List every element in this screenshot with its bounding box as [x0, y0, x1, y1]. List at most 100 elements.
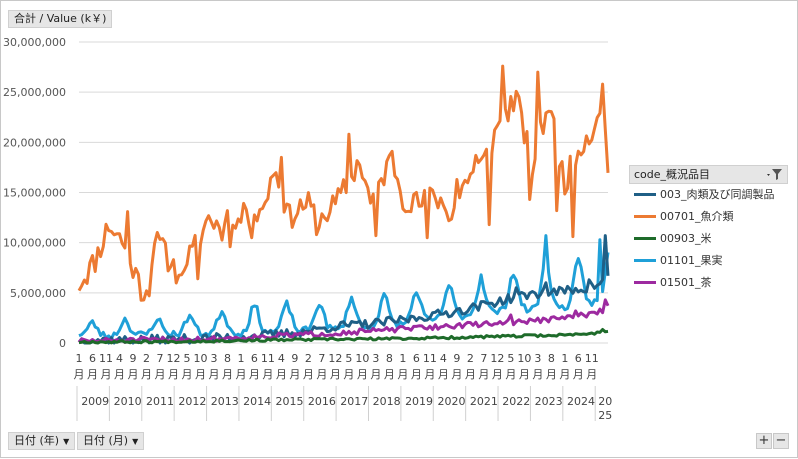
x-tick-month-unit: 月	[168, 368, 179, 381]
x-tick-month-unit: 月	[573, 368, 584, 381]
x-tick-month-unit: 月	[478, 368, 489, 381]
x-tick-month-unit: 月	[303, 368, 314, 381]
x-tick-month: 5	[183, 352, 190, 365]
x-tick-month-unit: 月	[100, 368, 111, 381]
x-tick-month: 9	[453, 352, 460, 365]
x-tick-month-unit: 月	[114, 368, 125, 381]
series-line	[77, 234, 610, 345]
x-tick-month-unit: 月	[586, 368, 597, 381]
x-year-label: 2018	[373, 395, 401, 408]
x-tick-month-unit: 月	[289, 368, 300, 381]
zoom-in-button[interactable]: +	[756, 433, 772, 449]
legend-label: 00903_米	[660, 232, 712, 245]
value-field-button[interactable]: 合計 / Value (k￥)	[8, 10, 113, 28]
x-tick-month: 4	[440, 352, 447, 365]
x-year-label: 2020	[437, 395, 465, 408]
x-tick-month: 6	[251, 352, 258, 365]
legend-item: 00701_魚介類	[634, 209, 734, 225]
x-tick-month-unit: 月	[127, 368, 138, 381]
legend-item: 003_肉類及び同調製品	[634, 187, 775, 203]
series-line	[78, 234, 610, 341]
y-tick-label: 30,000,000	[3, 36, 66, 49]
x-year-label: 2009	[81, 395, 109, 408]
month-field-label: 日付 (月)	[83, 434, 129, 447]
x-tick-month-unit: 月	[492, 368, 503, 381]
x-tick-month: 5	[345, 352, 352, 365]
x-tick-month-unit: 月	[276, 368, 287, 381]
legend-swatch	[634, 192, 656, 196]
x-tick-month-unit: 月	[87, 368, 98, 381]
x-tick-month: 11	[585, 352, 599, 365]
x-tick-month: 3	[210, 352, 217, 365]
x-year-label: 2016	[308, 395, 336, 408]
legend-swatch	[634, 280, 656, 284]
y-tick-label: 0	[59, 337, 66, 350]
x-tick-month: 6	[413, 352, 420, 365]
x-tick-month: 1	[561, 352, 568, 365]
year-field-label: 日付 (年)	[14, 434, 60, 447]
value-field-label: 合計 / Value (k￥)	[14, 12, 107, 25]
x-tick-month: 7	[156, 352, 163, 365]
x-tick-month: 5	[507, 352, 514, 365]
x-year-label-last-top: 20	[598, 395, 612, 408]
legend-filter-header[interactable]: code_概況品目	[629, 165, 788, 184]
x-tick-month-unit: 月	[154, 368, 165, 381]
x-tick-month: 2	[467, 352, 474, 365]
x-year-label: 2010	[114, 395, 142, 408]
x-tick-month-unit: 月	[424, 368, 435, 381]
legend-item: 01101_果実	[634, 253, 723, 269]
y-axis: 0 5,000,000 10,000,000 15,000,000 20,000,000…	[3, 36, 66, 350]
x-tick-month-unit: 月	[249, 368, 260, 381]
x-tick-month: 6	[575, 352, 582, 365]
plus-icon: +	[758, 433, 770, 448]
x-tick-month-unit: 月	[451, 368, 462, 381]
x-tick-month-unit: 月	[559, 368, 570, 381]
legend-label: 00701_魚介類	[660, 210, 734, 223]
x-tick-month-unit: 月	[465, 368, 476, 381]
x-tick-month: 9	[129, 352, 136, 365]
gridlines	[79, 41, 608, 344]
x-tick-month: 11	[99, 352, 113, 365]
x-tick-month: 8	[548, 352, 555, 365]
series-layer	[77, 64, 610, 345]
x-tick-month-unit: 月	[519, 368, 530, 381]
x-tick-month: 2	[305, 352, 312, 365]
x-tick-month: 3	[372, 352, 379, 365]
x-tick-month: 11	[261, 352, 275, 365]
x-tick-month: 11	[423, 352, 437, 365]
filter-dropdown-icon[interactable]	[766, 167, 784, 182]
x-year-label: 2017	[340, 395, 368, 408]
x-tick-month-unit: 月	[370, 368, 381, 381]
y-tick-label: 20,000,000	[3, 136, 66, 149]
x-tick-month: 6	[89, 352, 96, 365]
x-tick-month-unit: 月	[181, 368, 192, 381]
x-tick-month: 10	[517, 352, 531, 365]
series-line	[77, 298, 610, 344]
month-field-button[interactable]: 日付 (月) ▼	[77, 432, 145, 450]
y-tick-label: 25,000,000	[3, 86, 66, 99]
legend-swatch	[634, 258, 656, 262]
y-tick-label: 15,000,000	[3, 187, 66, 200]
dropdown-arrow-icon: ▼	[63, 437, 70, 446]
zoom-out-button[interactable]: −	[773, 433, 789, 449]
x-year-label: 2021	[470, 395, 498, 408]
x-year-label: 2024	[567, 395, 595, 408]
x-tick-month-unit: 月	[208, 368, 219, 381]
year-field-button[interactable]: 日付 (年) ▼	[8, 432, 76, 450]
x-tick-month: 9	[291, 352, 298, 365]
x-tick-month: 4	[116, 352, 123, 365]
x-year-label: 2011	[146, 395, 174, 408]
x-axis: 1月6月11月4月9月2月7月12月5月10月3月8月1月6月11月4月9月2月…	[74, 352, 613, 422]
x-tick-month-unit: 月	[532, 368, 543, 381]
legend-item: 00903_米	[634, 231, 712, 247]
x-tick-month-unit: 月	[438, 368, 449, 381]
x-tick-month-unit: 月	[343, 368, 354, 381]
x-tick-month: 1	[237, 352, 244, 365]
x-tick-month-unit: 月	[141, 368, 152, 381]
x-year-label-last-bottom: 25	[598, 409, 612, 422]
x-tick-month-unit: 月	[505, 368, 516, 381]
x-tick-month: 3	[534, 352, 541, 365]
x-tick-month: 7	[480, 352, 487, 365]
legend-item: 01501_茶	[634, 275, 712, 291]
